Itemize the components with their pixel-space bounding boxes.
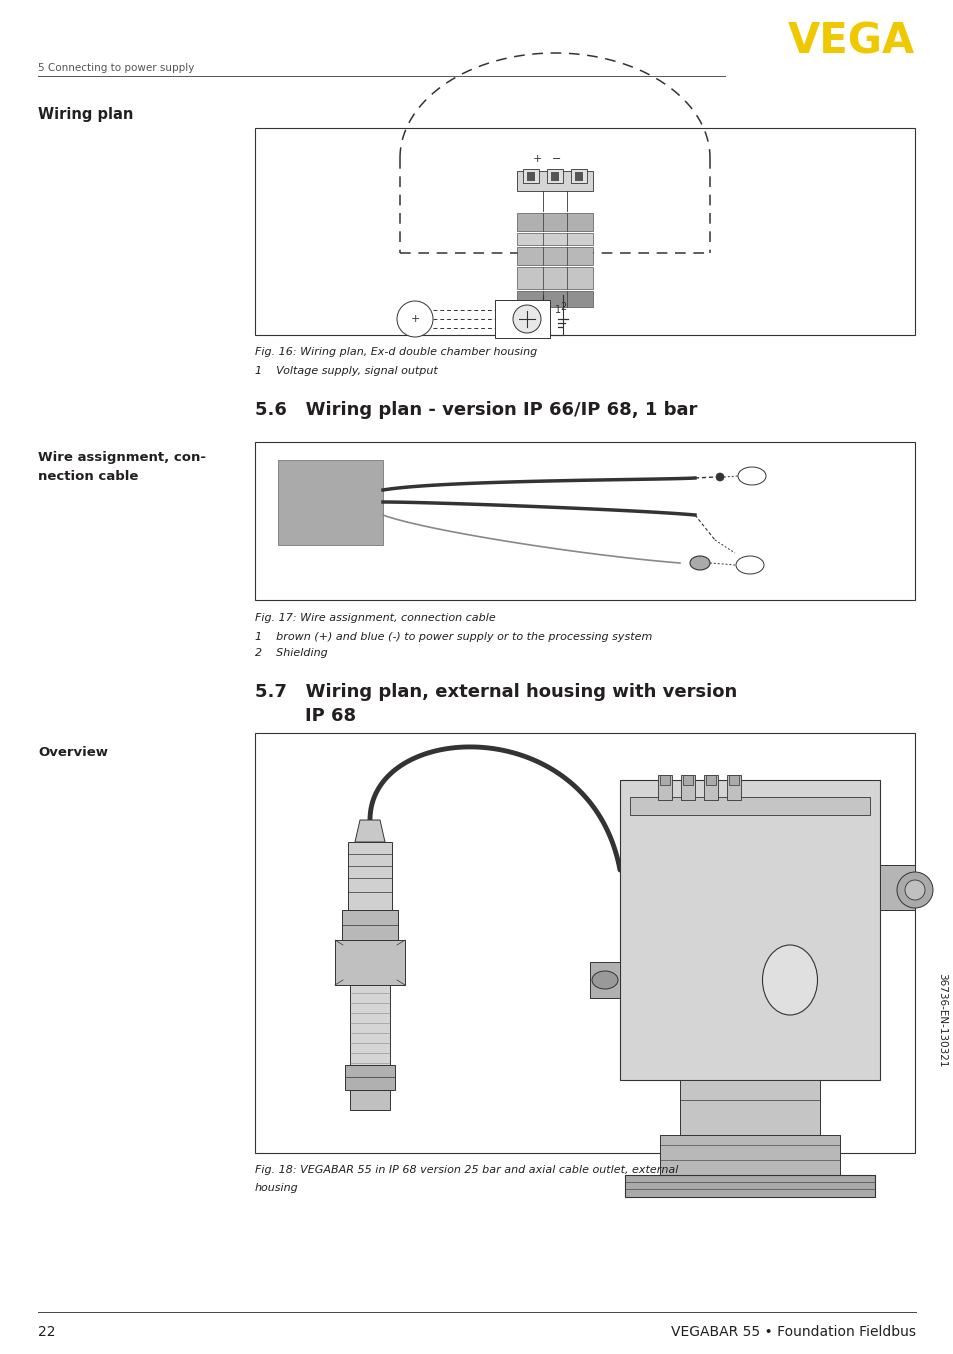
Bar [517, 267, 593, 288]
Bar [517, 246, 593, 265]
Text: Fig. 16: Wiring plan, Ex-d double chamber housing: Fig. 16: Wiring plan, Ex-d double chambe… [254, 347, 537, 357]
Bar [348, 842, 392, 910]
Bar [703, 774, 718, 800]
Bar [350, 1090, 390, 1110]
Bar [254, 129, 914, 334]
Text: Fig. 17: Wire assignment, connection cable: Fig. 17: Wire assignment, connection cab… [254, 613, 496, 623]
Text: 1: 1 [555, 305, 560, 315]
Bar [659, 774, 669, 785]
Text: VEGA: VEGA [787, 22, 914, 64]
Text: IP 68: IP 68 [254, 707, 355, 724]
Text: 1    Voltage supply, signal output: 1 Voltage supply, signal output [254, 366, 437, 376]
Bar [726, 774, 740, 800]
Bar [624, 1175, 874, 1197]
Bar [619, 780, 879, 1080]
Text: 36736-EN-130321: 36736-EN-130321 [936, 972, 946, 1067]
Bar [522, 169, 538, 183]
Bar [517, 171, 593, 191]
Ellipse shape [761, 945, 817, 1016]
Bar [517, 233, 593, 245]
Text: +: + [410, 314, 419, 324]
Bar [658, 774, 671, 800]
Bar [350, 984, 390, 1066]
Ellipse shape [735, 556, 763, 574]
Polygon shape [355, 821, 385, 842]
Text: Fig. 18: VEGABAR 55 in IP 68 version 25 bar and axial cable outlet, external: Fig. 18: VEGABAR 55 in IP 68 version 25 … [254, 1164, 678, 1175]
Bar [254, 733, 914, 1154]
Text: 22: 22 [38, 1326, 55, 1339]
Text: nection cable: nection cable [38, 470, 138, 482]
Circle shape [396, 301, 433, 337]
Bar [495, 301, 550, 338]
Bar [335, 940, 405, 984]
Ellipse shape [689, 556, 709, 570]
Text: 5.7   Wiring plan, external housing with version: 5.7 Wiring plan, external housing with v… [254, 682, 737, 701]
Bar [345, 1066, 395, 1090]
Bar [728, 774, 739, 785]
Bar [589, 961, 619, 998]
Text: −: − [552, 154, 561, 164]
Bar [526, 172, 535, 181]
Text: 1    brown (+) and blue (-) to power supply or to the processing system: 1 brown (+) and blue (-) to power supply… [254, 632, 652, 642]
Text: Overview: Overview [38, 746, 108, 758]
Bar [659, 1135, 840, 1175]
Ellipse shape [738, 467, 765, 485]
Bar [551, 172, 558, 181]
Ellipse shape [592, 971, 618, 988]
Text: 5 Connecting to power supply: 5 Connecting to power supply [38, 64, 194, 73]
Circle shape [904, 880, 924, 900]
Bar [546, 169, 562, 183]
Bar [571, 169, 586, 183]
Bar [254, 441, 914, 600]
Text: VEGABAR 55 • Foundation Fieldbus: VEGABAR 55 • Foundation Fieldbus [670, 1326, 915, 1339]
Text: 1: 1 [539, 302, 545, 311]
Circle shape [716, 473, 723, 481]
Bar [680, 774, 695, 800]
Bar [341, 910, 397, 940]
Bar [517, 213, 593, 232]
Text: +: + [532, 154, 541, 164]
Bar [277, 460, 382, 546]
Text: Wiring plan: Wiring plan [38, 107, 133, 122]
Text: 2: 2 [559, 302, 565, 311]
Text: housing: housing [254, 1183, 298, 1193]
Bar [517, 291, 593, 307]
Text: 5.6   Wiring plan - version IP 66/IP 68, 1 bar: 5.6 Wiring plan - version IP 66/IP 68, 1… [254, 401, 697, 418]
Text: Wire assignment, con-: Wire assignment, con- [38, 451, 206, 464]
Bar [679, 1080, 820, 1135]
Bar [705, 774, 716, 785]
Bar [879, 865, 914, 910]
Text: 2    Shielding: 2 Shielding [254, 649, 328, 658]
Bar [682, 774, 692, 785]
Circle shape [513, 305, 540, 333]
Bar [575, 172, 582, 181]
Circle shape [896, 872, 932, 909]
Bar [629, 798, 869, 815]
